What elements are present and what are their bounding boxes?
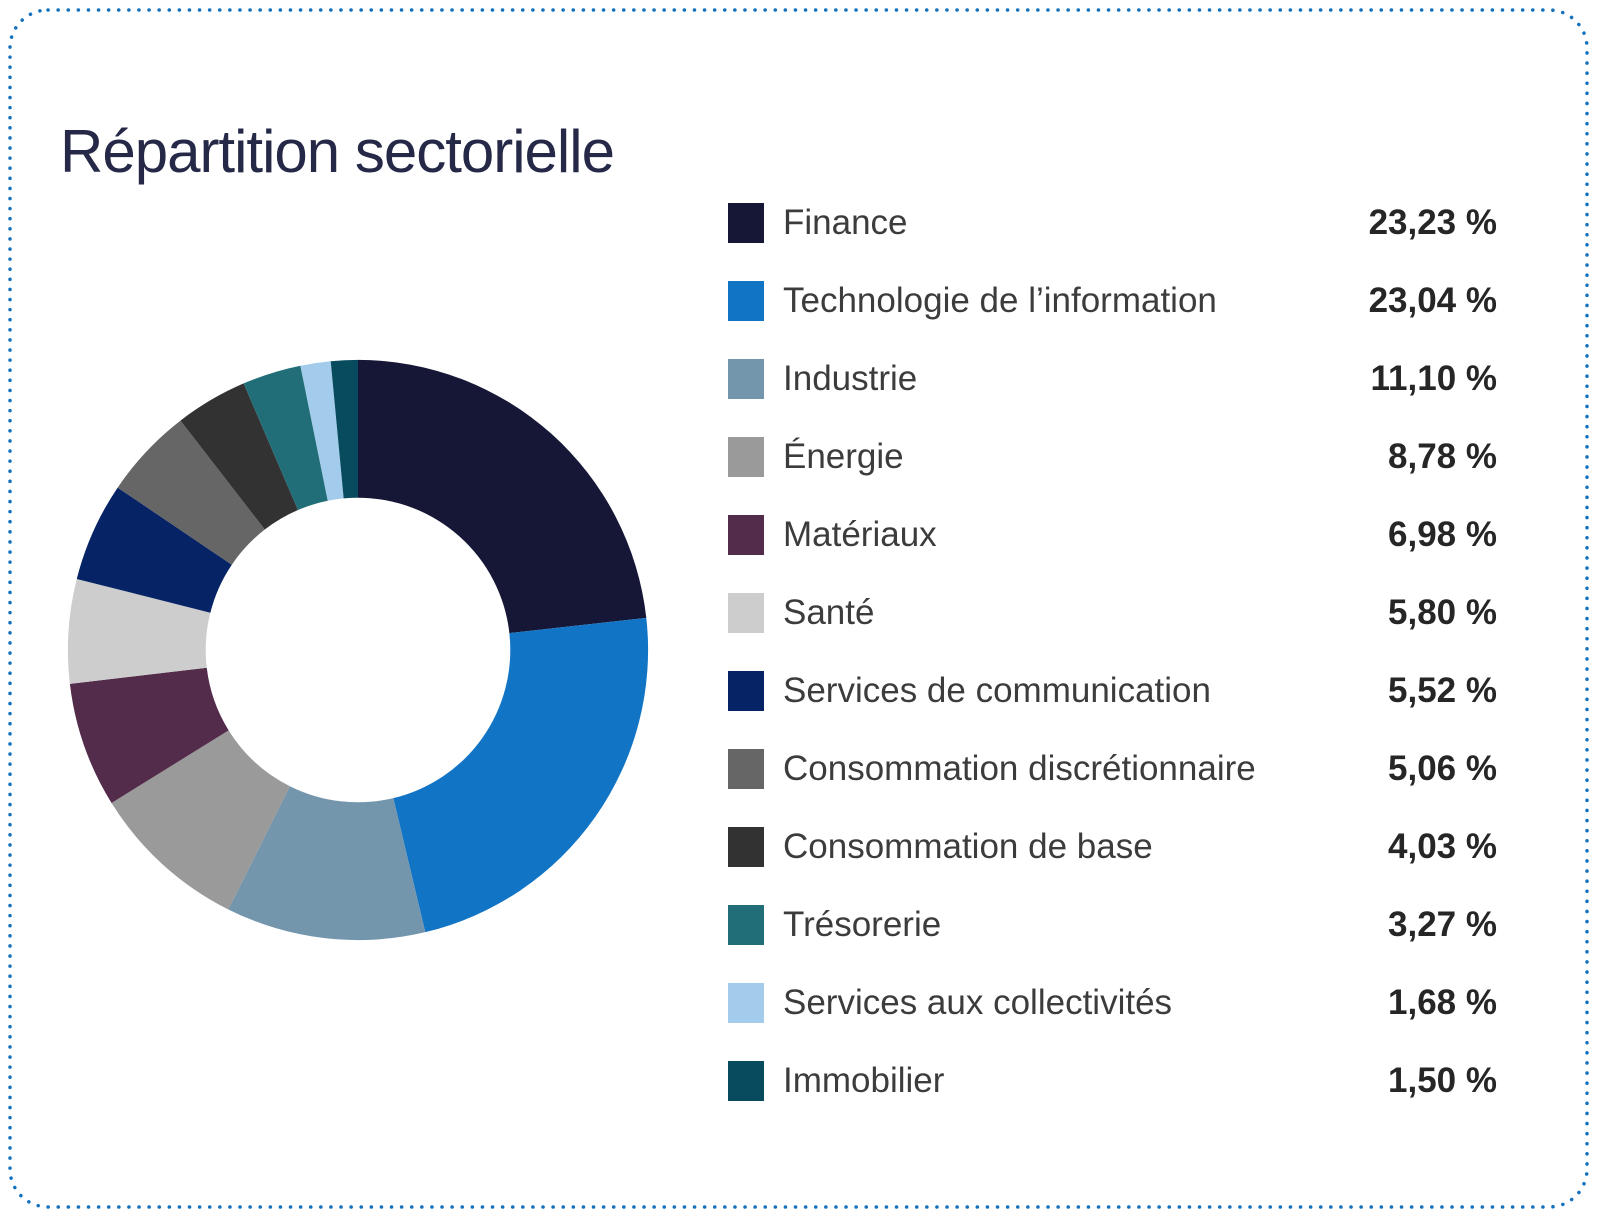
legend-item: Industrie 11,10 % (728, 340, 1497, 418)
donut-slice-7 (117, 420, 265, 565)
legend-value: 5,06 % (1388, 749, 1497, 788)
legend-label: Matériaux (783, 515, 937, 554)
legend-item: Énergie 8,78 % (728, 418, 1497, 496)
donut-slice-3 (111, 730, 290, 910)
legend-value: 11,10 % (1370, 359, 1498, 398)
legend-swatch (728, 593, 764, 633)
legend-swatch (728, 905, 764, 945)
legend-value: 23,04 % (1368, 281, 1497, 320)
legend-item: Services de communication 5,52 % (728, 652, 1497, 730)
legend-label: Industrie (783, 359, 918, 398)
page-title: Répartition sectorielle (60, 118, 615, 185)
donut-slice-2 (228, 786, 426, 941)
donut-slice-10 (300, 361, 344, 501)
legend-value: 1,68 % (1388, 983, 1497, 1022)
legend-value: 3,27 % (1388, 905, 1497, 944)
legend-item: Santé 5,80 % (728, 574, 1497, 652)
legend-swatch (728, 1061, 764, 1101)
legend-value: 6,98 % (1388, 515, 1497, 554)
donut-chart (67, 359, 649, 941)
legend-item: Immobilier 1,50 % (728, 1042, 1497, 1120)
legend-value: 4,03 % (1388, 827, 1497, 866)
legend-swatch (728, 983, 764, 1023)
legend-swatch (728, 827, 764, 867)
legend-swatch (728, 203, 764, 243)
legend-label: Services de communication (783, 671, 1211, 710)
legend-value: 5,80 % (1388, 593, 1497, 632)
legend-swatch (728, 359, 764, 399)
legend-item: Finance 23,23 % (728, 184, 1497, 262)
legend-value: 8,78 % (1388, 437, 1497, 476)
legend-swatch (728, 281, 764, 321)
donut-slice-4 (69, 667, 229, 804)
legend: Finance 23,23 % Technologie de l’informati… (728, 184, 1497, 1120)
legend-value: 1,50 % (1388, 1061, 1497, 1100)
legend-value: 23,23 % (1368, 203, 1497, 242)
donut-slice-5 (67, 578, 211, 684)
donut-slice-6 (76, 487, 232, 613)
legend-label: Technologie de l’information (783, 281, 1217, 320)
legend-label: Finance (783, 203, 908, 242)
legend-label: Immobilier (783, 1061, 945, 1100)
donut-slice-0 (358, 359, 647, 634)
legend-label: Consommation de base (783, 827, 1153, 866)
legend-swatch (728, 515, 764, 555)
legend-item: Consommation discrétionnaire 5,06 % (728, 730, 1497, 808)
donut-slice-9 (243, 365, 328, 511)
legend-swatch (728, 671, 764, 711)
legend-item: Trésorerie 3,27 % (728, 886, 1497, 964)
legend-label: Énergie (783, 437, 904, 476)
legend-label: Santé (783, 593, 875, 632)
legend-item: Consommation de base 4,03 % (728, 808, 1497, 886)
legend-item: Services aux collectivités 1,68 % (728, 964, 1497, 1042)
donut-slice-1 (393, 617, 649, 933)
legend-item: Technologie de l’information 23,04 % (728, 262, 1497, 340)
legend-value: 5,52 % (1388, 671, 1497, 710)
legend-swatch (728, 437, 764, 477)
legend-label: Trésorerie (783, 905, 942, 944)
legend-label: Services aux collectivités (783, 983, 1173, 1022)
legend-label: Consommation discrétionnaire (783, 749, 1256, 788)
legend-item: Matériaux 6,98 % (728, 496, 1497, 574)
donut-slice-11 (330, 359, 358, 499)
donut-slice-8 (180, 383, 298, 530)
legend-swatch (728, 749, 764, 789)
